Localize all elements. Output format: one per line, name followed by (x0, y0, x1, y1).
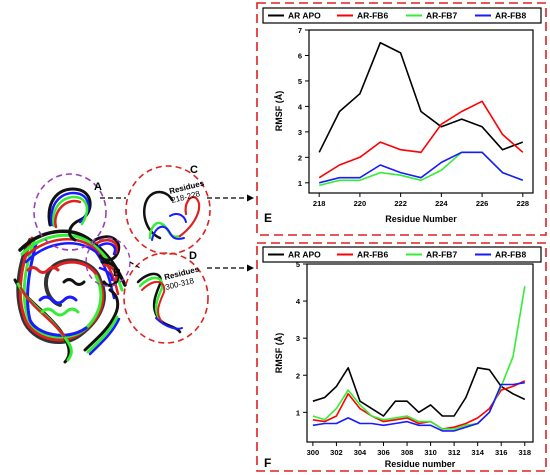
panel-f-legend-box (262, 246, 542, 263)
panel-f-axes: 300 302 304 306 308 310 312 314 316 318 1 2 3 4 5 (296, 260, 531, 457)
arrowhead-to-e (247, 194, 254, 202)
f-x-tick-label: 304 (354, 448, 367, 457)
loop-a-highlight (33, 173, 107, 251)
zoom-d-loop (136, 272, 183, 334)
e-x-tick-label: 224 (435, 199, 448, 208)
series-line-fb6 (312, 380, 526, 430)
e-y-tick-label: 6 (298, 51, 302, 60)
panel-e-x-axis-label: Residue Number (385, 214, 457, 224)
e-y-tick-label: 7 (298, 26, 302, 35)
legend-label-apo: AR APO (288, 250, 321, 260)
legend-label-apo: AR APO (288, 11, 321, 21)
e-x-tick-label: 218 (313, 199, 326, 208)
legend-label-fb6: AR-FB6 (357, 11, 388, 21)
panel-e-y-axis-label: RMSF (Å) (274, 91, 284, 132)
panel-f-frame (256, 242, 547, 472)
panel-e-legend: AR APO AR-FB6 AR-FB7 AR-FB8 (268, 11, 526, 21)
legend-label-fb8: AR-FB8 (495, 250, 526, 260)
panel-f-legend: AR APO AR-FB6 AR-FB7 AR-FB8 (268, 250, 526, 260)
legend-label-fb8: AR-FB8 (495, 11, 526, 21)
series-line-fb6 (318, 100, 524, 179)
f-x-tick-label: 310 (424, 448, 437, 457)
f-y-tick-label: 4 (296, 297, 301, 306)
f-y-tick-label: 3 (296, 334, 300, 343)
f-x-tick-label: 318 (519, 448, 532, 457)
panel-e-letter: E (264, 211, 272, 225)
f-y-tick-label: 5 (296, 260, 300, 269)
panel-f-letter: F (264, 456, 271, 470)
legend-label-fb7: AR-FB7 (426, 250, 457, 260)
f-x-tick-label: 306 (377, 448, 390, 457)
panel-f-y-axis-label: RMSF (Å) (274, 333, 284, 374)
panel-e-frame (256, 2, 547, 236)
panel-f-chart: AR APO AR-FB6 AR-FB7 AR-FB8 300 302 304 306 308… (262, 246, 542, 470)
series-line-apo (318, 41, 524, 153)
panel-e-axes: 218 220 222 224 226 228 1 2 3 4 5 6 7 (298, 26, 529, 208)
e-y-tick-label: 4 (298, 102, 303, 111)
label-c: C (190, 164, 198, 176)
panel-f-x-axis-label: Residue number (385, 459, 456, 469)
structure-ribbons (13, 187, 127, 364)
series-line-fb8 (312, 381, 525, 432)
panel-f-series (312, 286, 526, 432)
arrowhead-to-f (247, 264, 254, 272)
e-x-tick-label: 220 (354, 199, 367, 208)
zoom-c-loop (143, 190, 201, 241)
e-y-tick-label: 3 (298, 128, 302, 137)
series-line-apo (312, 366, 526, 417)
e-x-tick-label: 222 (394, 199, 407, 208)
f-x-tick-label: 308 (401, 448, 414, 457)
f-x-tick-label: 312 (448, 448, 461, 457)
zoom-d-circle (123, 252, 209, 344)
label-d: D (189, 250, 197, 262)
f-x-tick-label: 314 (471, 448, 484, 457)
legend-label-fb7: AR-FB7 (426, 11, 457, 21)
f-x-tick-label: 302 (330, 448, 343, 457)
f-y-tick-label: 2 (296, 371, 300, 380)
connector-arrows (100, 197, 252, 269)
zoom-c-circle (125, 165, 211, 255)
e-y-tick-label: 2 (298, 153, 302, 162)
panel-f-plot-area (306, 263, 534, 443)
e-x-tick-label: 228 (517, 199, 530, 208)
e-y-tick-label: 1 (298, 179, 302, 188)
protein-structure: A B C D Residues 218-228 Residues 300-31… (13, 164, 254, 364)
legend-label-fb6: AR-FB6 (357, 250, 388, 260)
f-y-tick-label: 1 (296, 408, 300, 417)
e-y-tick-label: 5 (298, 77, 302, 86)
label-b: B (113, 267, 121, 279)
f-x-tick-label: 316 (495, 448, 508, 457)
panel-e-legend-box (262, 7, 542, 24)
panel-e-chart: AR APO AR-FB6 AR-FB7 AR-FB8 218 220 222 224 226… (262, 7, 542, 225)
panel-e-series (318, 41, 524, 187)
e-x-tick-label: 226 (476, 199, 489, 208)
series-line-fb8 (319, 151, 524, 184)
f-x-tick-label: 300 (307, 448, 320, 457)
label-a: A (94, 181, 102, 193)
